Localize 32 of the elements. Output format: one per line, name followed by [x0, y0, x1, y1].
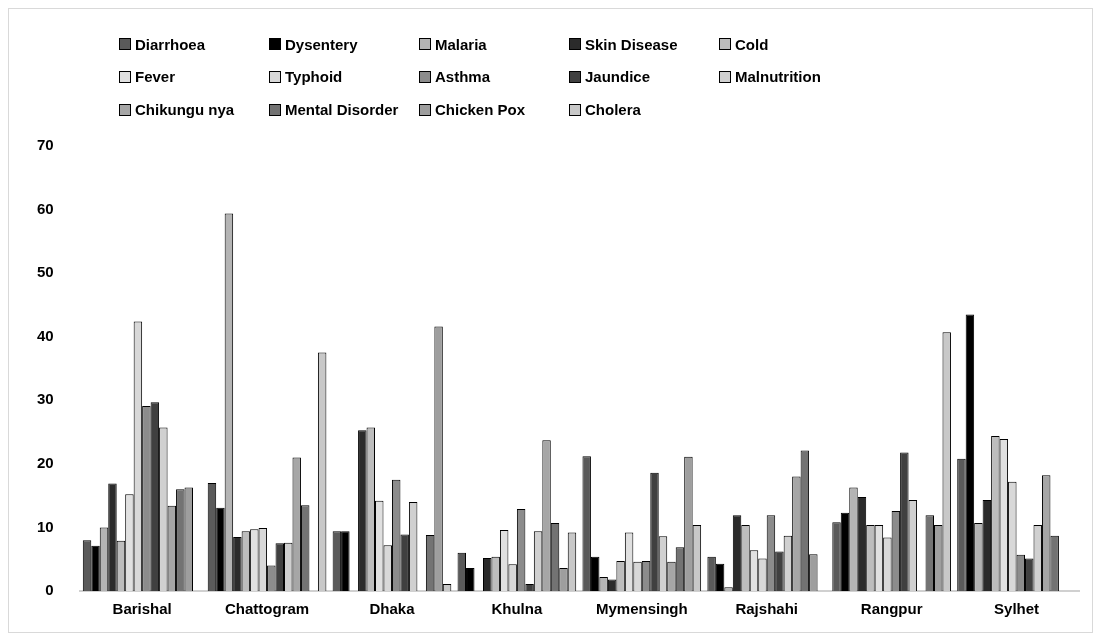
- x-tick-label: Mymensingh: [595, 600, 688, 618]
- bar: [715, 563, 725, 591]
- y-tick-label: 10: [37, 517, 54, 535]
- legend-label: Cholera: [585, 101, 641, 119]
- y-tick-label: 40: [37, 326, 54, 344]
- y-tick-label: 70: [37, 136, 54, 154]
- legend-label: Skin Disease: [585, 35, 678, 53]
- legend-label: Malaria: [435, 35, 487, 53]
- legend-label: Malnutrition: [735, 68, 821, 86]
- x-tick-label: Barishal: [112, 600, 172, 618]
- legend-label: Cold: [735, 35, 769, 53]
- x-tick-label: Rajshahi: [735, 600, 798, 618]
- bar: [840, 512, 850, 591]
- y-tick-label: 0: [45, 581, 54, 599]
- legend-label: Typhoid: [285, 68, 343, 86]
- y-tick-label: 50: [37, 263, 54, 281]
- x-tick-label: Khulna: [491, 600, 543, 618]
- legend-label: Chicken Pox: [435, 101, 526, 119]
- legend-label: Dysentery: [285, 35, 358, 53]
- x-tick-label: Chattogram: [224, 600, 310, 618]
- legend-label: Diarrhoea: [135, 35, 206, 53]
- y-tick-label: 60: [37, 199, 54, 217]
- y-tick-label: 20: [37, 454, 54, 471]
- legend-label: Jaundice: [585, 68, 651, 86]
- legend-label: Fever: [135, 68, 176, 86]
- legend-label: Asthma: [435, 68, 491, 86]
- y-tick-label: 30: [37, 390, 54, 408]
- x-tick-label: Rangpur: [860, 600, 923, 618]
- legend-label: Mental Disorder: [285, 101, 399, 119]
- x-tick-label: Dhaka: [369, 600, 416, 618]
- x-tick-label: Sylhet: [994, 600, 1040, 618]
- legend-label: Chikungu nya: [135, 101, 235, 119]
